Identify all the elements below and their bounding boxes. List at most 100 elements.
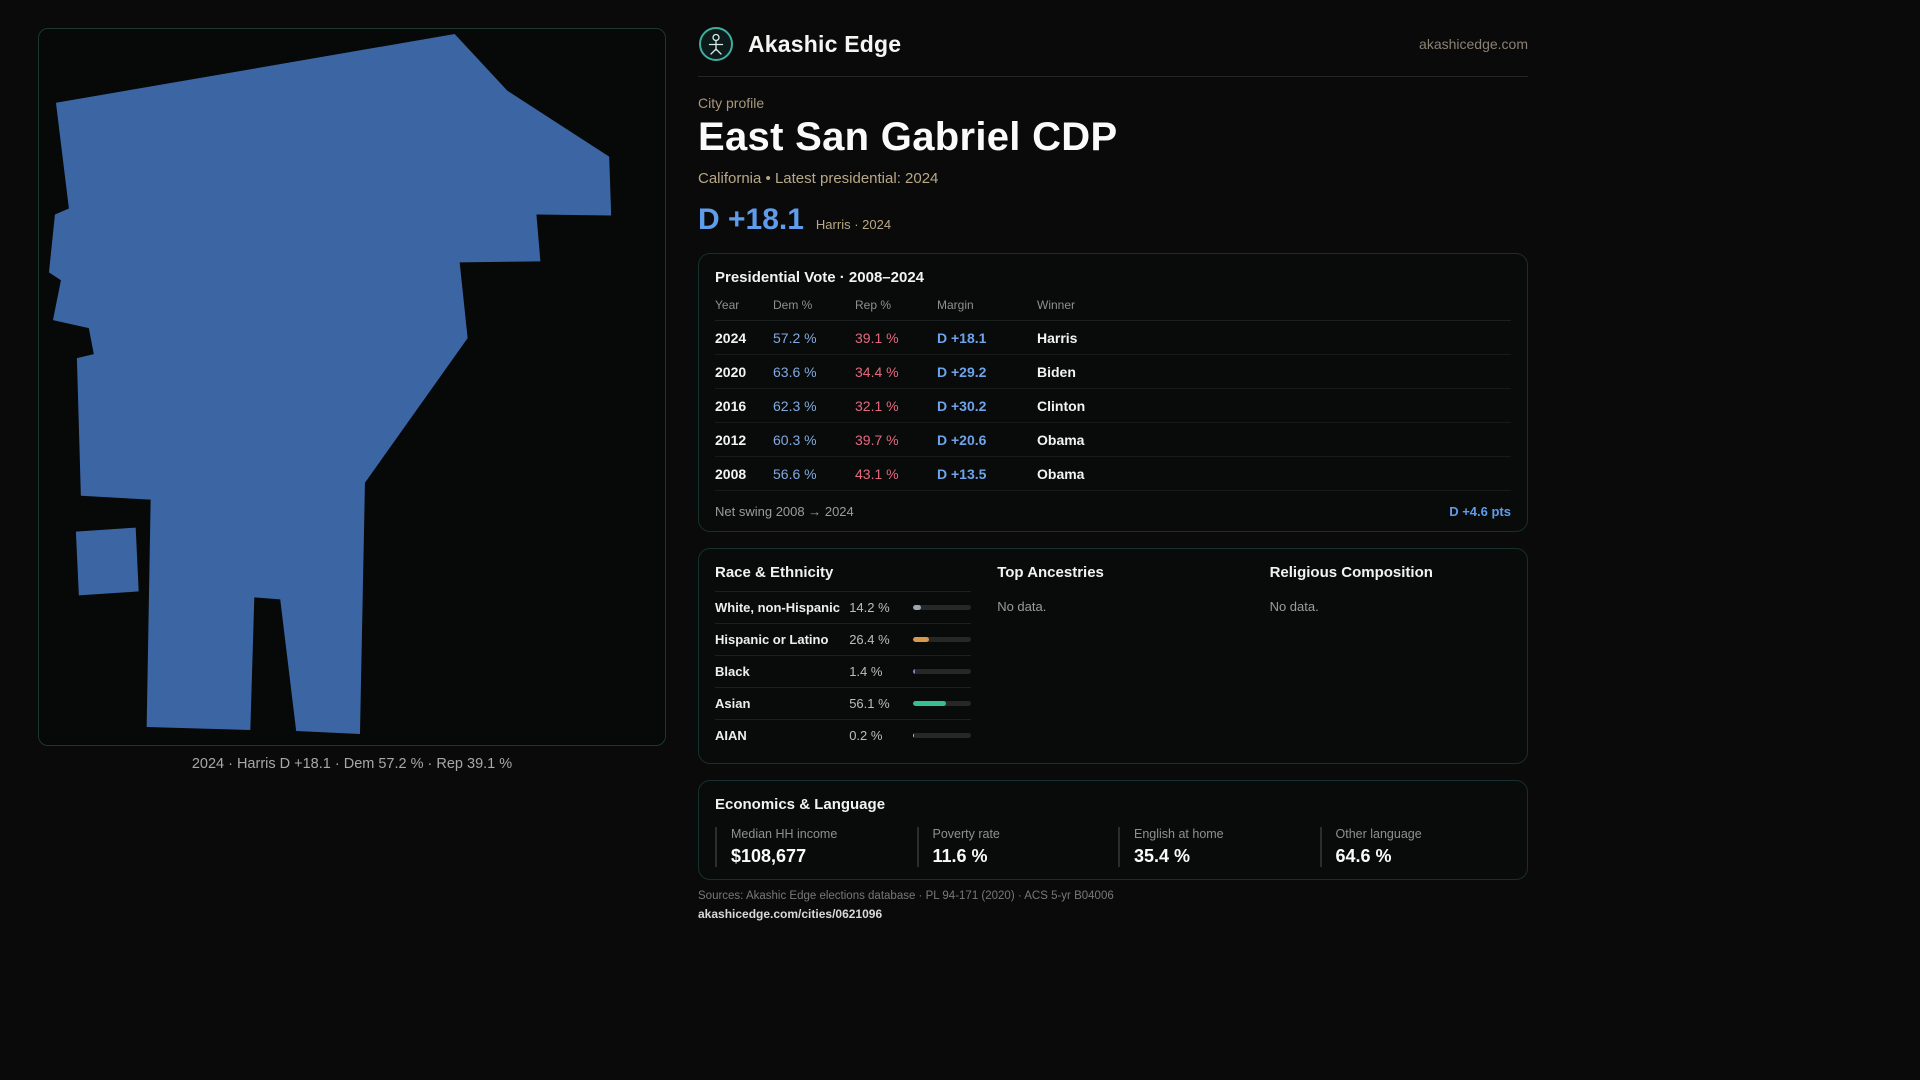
cell-margin: D +18.1 (937, 329, 987, 346)
cell-dem: 62.3 % (773, 397, 817, 414)
net-swing-label: Net swing 2008 → 2024 (715, 504, 854, 519)
race-bar-fill (913, 605, 922, 610)
cell-dem: 60.3 % (773, 431, 817, 448)
cell-year: 2020 (715, 363, 747, 380)
sources-note: Sources: Akashic Edge elections database… (698, 890, 1114, 902)
race-row: AIAN 0.2 % (715, 719, 972, 751)
brand-logo-icon (699, 27, 733, 61)
stat-label: Median HH income (731, 827, 838, 841)
vote-table-header: Year Dem % Rep % Margin Winner (715, 298, 1511, 321)
section-kicker: City profile (698, 95, 765, 111)
table-row: 2016 62.3 % 32.1 % D +30.2 Clinton (715, 389, 1511, 423)
column-header-dem: Dem % (773, 298, 813, 312)
net-swing-row: Net swing 2008 → 2024 D +4.6 pts (715, 493, 1511, 519)
cell-winner: Harris (1037, 329, 1078, 346)
race-bar-track (913, 733, 972, 738)
headline-margin-note: Harris · 2024 (815, 217, 892, 232)
column-header-winner: Winner (1037, 298, 1076, 312)
stat-label: Other language (1335, 827, 1422, 841)
race-section-title: Race & Ethnicity (715, 564, 834, 581)
vote-panel-title: Presidential Vote · 2008–2024 (715, 269, 925, 286)
cell-winner: Obama (1037, 431, 1085, 448)
stat-block: English at home 35.4 % (1118, 827, 1310, 867)
cell-winner: Clinton (1037, 397, 1086, 414)
map-caption: 2024 · Harris D +18.1 · Dem 57.2 % · Rep… (191, 756, 513, 772)
ancestries-title: Top Ancestries (997, 564, 1104, 581)
column-header-year: Year (715, 298, 740, 312)
city-boundary-fragment (232, 531, 263, 585)
stat-block: Median HH income $108,677 (715, 827, 907, 867)
page-subtitle: California • Latest presidential: 2024 (698, 170, 939, 187)
table-row: 2012 60.3 % 39.7 % D +20.6 Obama (715, 423, 1511, 457)
stat-label: Poverty rate (932, 827, 1000, 841)
table-row: 2024 57.2 % 39.1 % D +18.1 Harris (715, 321, 1511, 355)
header: Akashic Edge akashicedge.com (698, 26, 1528, 77)
net-swing-value: D +4.6 pts (1449, 504, 1511, 519)
city-boundary-shape (48, 33, 612, 735)
race-row: Asian 56.1 % (715, 687, 972, 719)
cell-year: 2008 (715, 465, 747, 482)
site-domain-link[interactable]: akashicedge.com (1419, 36, 1528, 52)
cell-rep: 39.7 % (855, 431, 899, 448)
race-label: Black (715, 664, 750, 679)
stat-label: English at home (1134, 827, 1224, 841)
cell-year: 2016 (715, 397, 747, 414)
race-value: 26.4 % (849, 632, 890, 647)
race-bar-track (913, 701, 972, 706)
table-row: 2008 56.6 % 43.1 % D +13.5 Obama (715, 457, 1511, 491)
ancestries-empty-state: No data. (997, 599, 1047, 614)
race-label: White, non-Hispanic (715, 600, 840, 615)
race-bar-track (913, 637, 972, 642)
race-row: Hispanic or Latino 26.4 % (715, 623, 972, 655)
cell-rep: 39.1 % (855, 329, 899, 346)
race-bar-track (913, 605, 972, 610)
column-header-rep: Rep % (855, 298, 892, 312)
religion-section: Religious Composition No data. (1270, 564, 1511, 751)
race-value: 0.2 % (849, 728, 883, 743)
cell-rep: 34.4 % (855, 363, 899, 380)
page-title: East San Gabriel CDP (698, 115, 1118, 159)
ancestries-section: Top Ancestries No data. (997, 564, 1243, 751)
economics-panel: Economics & Language Median HH income $1… (698, 780, 1528, 880)
cell-margin: D +30.2 (937, 397, 987, 414)
cell-dem: 57.2 % (773, 329, 817, 346)
race-bar-track (913, 669, 972, 674)
permalink-link[interactable]: akashicedge.com/cities/0621096 (698, 907, 883, 921)
brand-name: Akashic Edge (748, 30, 902, 57)
race-bar-fill (913, 669, 915, 674)
race-label: Hispanic or Latino (715, 632, 829, 647)
race-value: 56.1 % (849, 696, 890, 711)
economics-title: Economics & Language (715, 796, 886, 813)
cell-year: 2024 (715, 329, 747, 346)
headline-margin: D +18.1 (698, 203, 804, 236)
cell-dem: 63.6 % (773, 363, 817, 380)
race-value: 1.4 % (849, 664, 883, 679)
headline-margin-row: D +18.1 Harris · 2024 (698, 203, 1528, 237)
cell-winner: Obama (1037, 465, 1085, 482)
religion-title: Religious Composition (1269, 564, 1433, 581)
race-bar-fill (913, 637, 929, 642)
city-boundary-fragment (75, 527, 139, 596)
vote-panel: Presidential Vote · 2008–2024 Year Dem %… (698, 253, 1528, 532)
cell-rep: 43.1 % (855, 465, 899, 482)
race-value: 14.2 % (849, 600, 890, 615)
race-label: AIAN (715, 728, 747, 743)
column-header-margin: Margin (937, 298, 974, 312)
cell-margin: D +13.5 (937, 465, 987, 482)
cell-margin: D +20.6 (937, 431, 987, 448)
cell-winner: Biden (1037, 363, 1076, 380)
stat-block: Other language 64.6 % (1319, 827, 1512, 867)
cell-dem: 56.6 % (773, 465, 817, 482)
demographics-panel: Race & Ethnicity White, non-Hispanic 14.… (698, 548, 1528, 764)
stat-value: 64.6 % (1335, 846, 1392, 866)
race-label: Asian (715, 696, 751, 711)
profile-column: Akashic Edge akashicedge.com City profil… (698, 26, 1528, 923)
race-row: White, non-Hispanic 14.2 % (715, 591, 972, 623)
stat-block: Poverty rate 11.6 % (916, 827, 1109, 867)
stat-value: $108,677 (731, 846, 807, 866)
cell-rep: 32.1 % (855, 397, 899, 414)
race-ethnicity-section: Race & Ethnicity White, non-Hispanic 14.… (715, 564, 972, 751)
stat-value: 35.4 % (1134, 846, 1191, 866)
race-bar-fill (913, 701, 946, 706)
